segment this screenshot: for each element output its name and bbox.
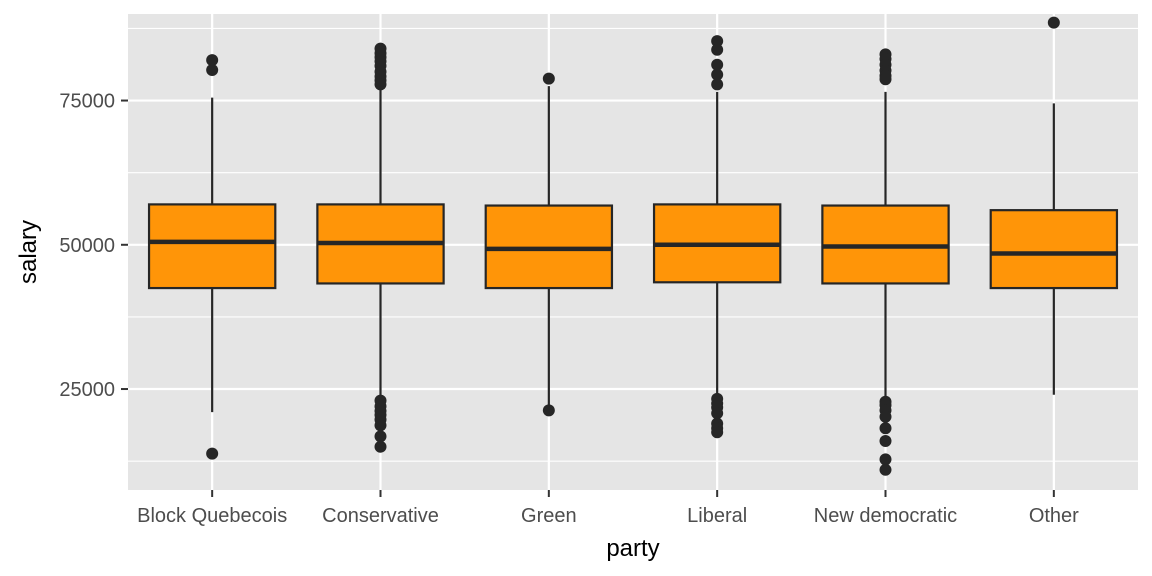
outlier-point [206,64,218,76]
y-tick-label: 50000 [59,235,115,257]
iqr-box [991,210,1117,288]
outlier-point [711,78,723,90]
iqr-box [149,204,275,288]
outlier-point [880,453,892,465]
y-tick-label: 75000 [59,91,115,113]
y-axis-title: salary [15,220,42,284]
x-tick-label: Conservative [322,505,439,527]
y-tick-label: 25000 [59,379,115,401]
outlier-point [543,73,555,85]
y-axis: 25000 50000 75000 [59,91,128,401]
outlier-point [880,464,892,476]
outlier-point [880,435,892,447]
x-tick-label: Block Quebecois [137,505,287,527]
outlier-point [711,426,723,438]
outlier-point [711,407,723,419]
x-tick-label: New democratic [814,505,957,527]
outlier-point [543,404,555,416]
outlier-point [1048,17,1060,29]
outlier-point [375,430,387,442]
outlier-point [375,78,387,90]
outlier-point [880,422,892,434]
outlier-point [375,419,387,431]
plot-panel [128,14,1138,490]
x-tick-label: Liberal [687,505,747,527]
x-axis: Block Quebecois Conservative Green Liberal N… [137,490,1079,527]
outlier-point [880,73,892,85]
outlier-point [711,44,723,56]
outlier-point [206,448,218,460]
x-tick-label: Other [1029,505,1079,527]
outlier-point [375,441,387,453]
outlier-point [880,411,892,423]
x-tick-label: Green [521,505,577,527]
x-axis-title: party [606,535,659,562]
